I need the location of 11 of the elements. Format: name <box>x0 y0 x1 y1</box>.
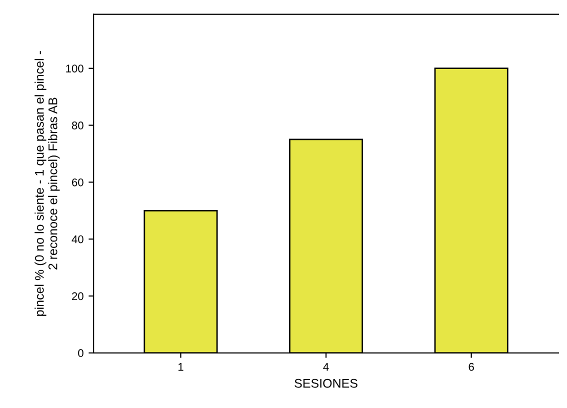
y-tick-label: 100 <box>66 64 84 72</box>
x-tick-label: 4 <box>323 363 329 371</box>
x-axis-title: SESIONES <box>294 378 358 388</box>
y-tick-label: 80 <box>72 122 84 130</box>
y-tick-label: 60 <box>72 178 84 186</box>
y-tick-label: 20 <box>72 292 84 300</box>
y-axis-title: pincel % (0 no lo siente - 1 que pasan el pincel - 2 reconoce el pincel) Fibras AB <box>34 51 60 316</box>
y-tick-label: 0 <box>78 349 84 358</box>
x-tick-label: 6 <box>468 362 474 371</box>
y-tick-label: 40 <box>72 235 84 244</box>
x-tick-label: 1 <box>178 363 184 371</box>
